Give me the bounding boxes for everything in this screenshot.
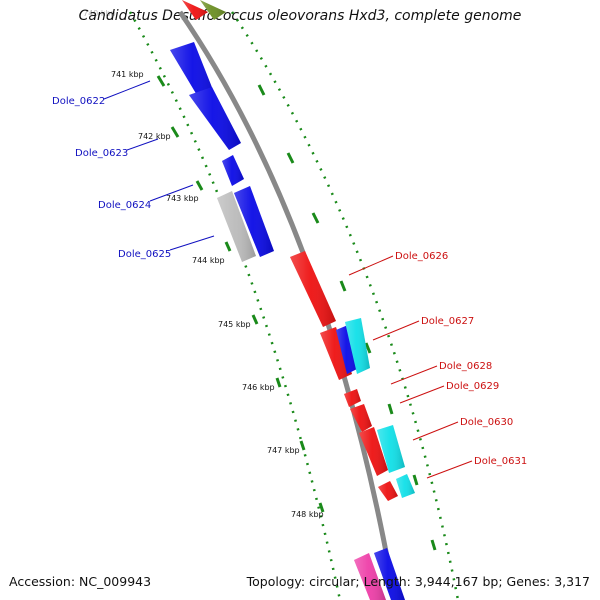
tick-marks: [156, 75, 437, 551]
tick-dash: [311, 212, 320, 224]
gene-arrow: [234, 186, 274, 257]
gene-label[interactable]: Dole_0622: [52, 96, 105, 107]
tick-dash: [387, 403, 394, 415]
gene-arrow-shade: [359, 427, 388, 476]
tick-dash: [195, 180, 204, 191]
gene-label-leader: [399, 385, 445, 404]
tick-dash: [286, 152, 295, 164]
gene-label[interactable]: Dole_0629: [446, 381, 499, 392]
gene-arrow-shade: [217, 191, 256, 262]
gene-arrow-shade: [354, 553, 386, 600]
gene-labels: Dole_0622 Dole_0623 Dole_0624 Dole_0625 Dole…: [52, 80, 527, 479]
gene-label[interactable]: Dole_0625: [118, 249, 171, 260]
tick-dash: [156, 75, 166, 87]
gene-arrow: [320, 327, 352, 380]
tick-dash: [170, 126, 180, 138]
gene-label-leader: [412, 421, 459, 441]
gene-label-leader: [126, 138, 159, 151]
tick-label: 744 kbp: [192, 256, 225, 265]
gene-arrow-shade: [222, 155, 244, 186]
gene-label-leader: [390, 365, 438, 385]
map-title: Candidatus Desulfococcus oleovorans Hxd3…: [78, 8, 522, 24]
gene-label[interactable]: Dole_0628: [439, 361, 492, 372]
outer-tick-ring: [230, 11, 460, 600]
tick-dash: [251, 314, 259, 325]
gene-arrow: [374, 548, 405, 600]
gene-label-leader: [426, 460, 473, 479]
tick-label: 746 kbp: [242, 383, 275, 392]
gene-arrow-shade: [350, 404, 372, 432]
tick-dash: [299, 440, 306, 451]
gene-arrow-shade: [320, 327, 352, 380]
gene-label[interactable]: Dole_0630: [460, 417, 513, 428]
tick-dash: [318, 502, 325, 513]
gene-label-leader: [348, 255, 394, 276]
tick-label-faded: 740 kbp: [83, 9, 116, 18]
gene-arrow-shade: [182, 0, 208, 20]
gene-label-leader: [372, 320, 420, 341]
gene-arrow: [222, 155, 244, 186]
tick-dash: [257, 84, 266, 96]
gene-arrow-shade: [290, 251, 336, 327]
gene-arrow: [189, 87, 241, 150]
tick-dash: [275, 377, 282, 388]
tick-dash: [224, 241, 232, 252]
tick-labels: 740 kbp 741 kbp 742 kbp 743 kbp 744 kbp 745 k…: [83, 9, 324, 519]
gene-label[interactable]: Dole_0623: [75, 148, 128, 159]
accession-text: Accession: NC_009943: [9, 574, 152, 589]
genes-layer: [170, 0, 415, 600]
gene-arrow: [354, 553, 386, 600]
genome-summary-text: Topology: circular; Length: 3,944,167 bp…: [246, 574, 590, 589]
gene-arrow-shade: [378, 481, 398, 501]
gene-arrow: [378, 481, 398, 501]
gene-label-leader: [169, 235, 215, 251]
gene-arrow-shade: [396, 474, 415, 498]
tick-dash: [430, 539, 437, 551]
tick-label: 743 kbp: [166, 194, 199, 203]
gene-arrow-shade: [377, 425, 405, 473]
tick-label: 741 kbp: [111, 70, 144, 79]
gene-arrow: [336, 325, 359, 374]
gene-arrow: [217, 191, 256, 262]
gene-arrow: [344, 389, 361, 407]
tick-label: 742 kbp: [138, 132, 171, 141]
gene-arrow-shade: [345, 318, 370, 374]
gene-arrow: [359, 427, 388, 476]
gene-arrow-shade: [344, 389, 361, 407]
tick-dash: [364, 342, 372, 354]
gene-arrow: [200, 0, 226, 20]
gene-label-leader: [103, 80, 151, 100]
gene-label[interactable]: Dole_0624: [98, 200, 151, 211]
gene-arrow-shade: [336, 325, 359, 374]
gene-arrow-shade: [374, 548, 405, 600]
tick-label: 748 kbp: [291, 510, 324, 519]
gene-arrow: [350, 404, 372, 432]
tick-label: 747 kbp: [267, 446, 300, 455]
gene-arrow-shade: [234, 186, 274, 257]
gene-arrow: [182, 0, 208, 20]
gene-arrow-shade: [189, 87, 241, 150]
gene-label[interactable]: Dole_0631: [474, 456, 527, 467]
tick-dash: [339, 280, 347, 292]
gene-arrow: [345, 318, 370, 374]
gene-label-leader: [149, 184, 194, 202]
tick-rings: [128, 11, 460, 600]
tick-dash: [412, 474, 419, 486]
gene-arrow: [377, 425, 405, 473]
gene-label[interactable]: Dole_0627: [421, 316, 474, 327]
gene-arrow: [290, 251, 336, 327]
gene-arrow: [396, 474, 415, 498]
gene-label[interactable]: Dole_0626: [395, 251, 448, 262]
gene-arrow-shade: [200, 0, 226, 20]
tick-label: 745 kbp: [218, 320, 251, 329]
